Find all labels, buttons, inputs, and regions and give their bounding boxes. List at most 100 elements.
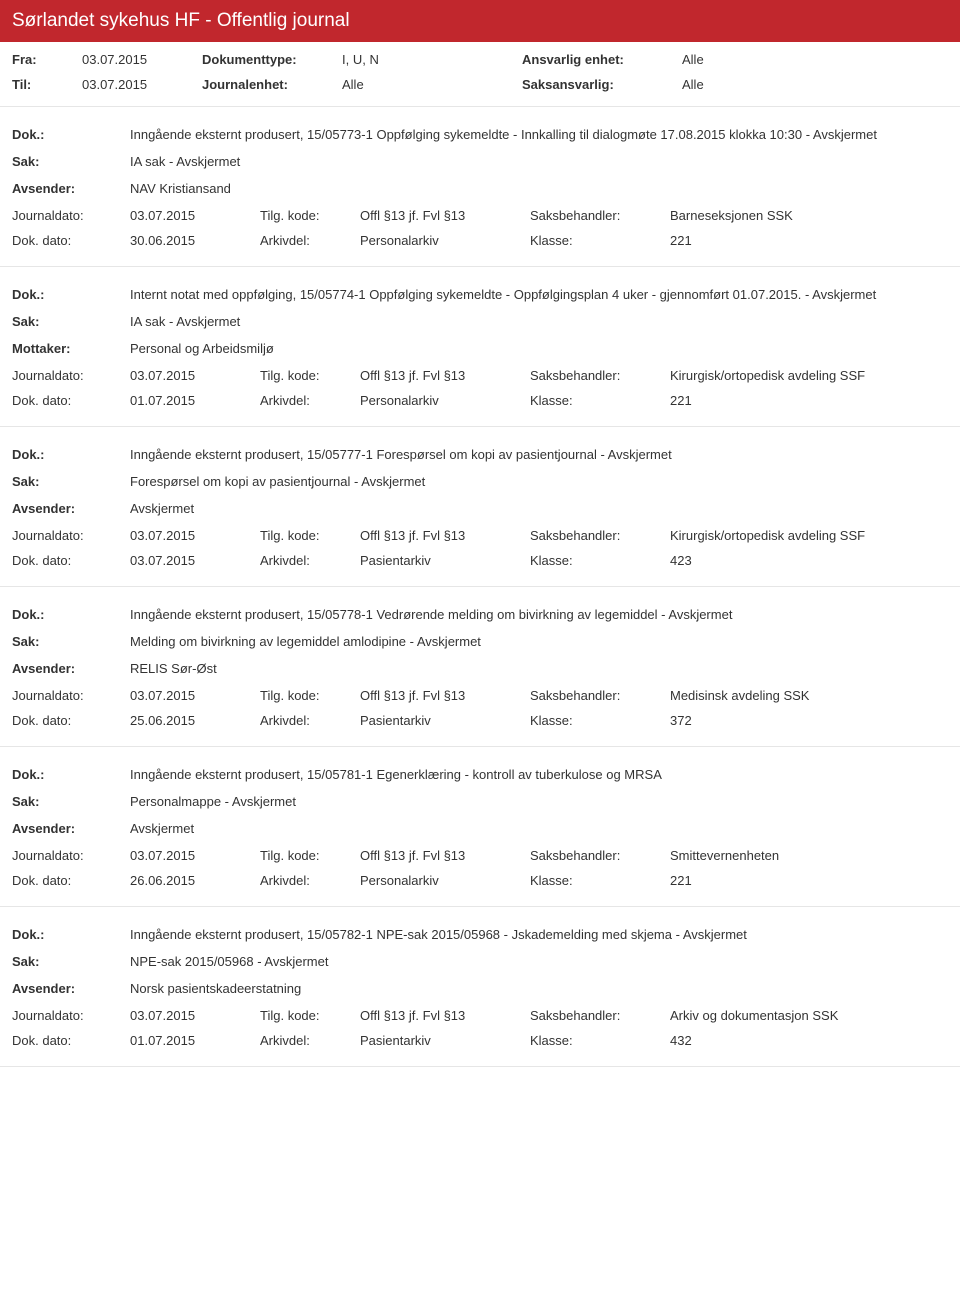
- party-value: Avskjermet: [130, 821, 948, 836]
- party-label: Avsender:: [12, 821, 130, 836]
- dokdato-value: 26.06.2015: [130, 873, 260, 888]
- filter-to-value: 03.07.2015: [82, 77, 202, 92]
- dok-value: Internt notat med oppfølging, 15/05774-1…: [130, 287, 948, 302]
- sak-value: Personalmappe - Avskjermet: [130, 794, 948, 809]
- arkivdel-value: Pasientarkiv: [360, 553, 530, 568]
- tilgkode-label: Tilg. kode:: [260, 1008, 360, 1023]
- arkivdel-value: Pasientarkiv: [360, 713, 530, 728]
- journal-entry: Dok.: Inngående eksternt produsert, 15/0…: [0, 907, 960, 1067]
- arkivdel-label: Arkivdel:: [260, 873, 360, 888]
- party-value: RELIS Sør-Øst: [130, 661, 948, 676]
- saksbeh-label: Saksbehandler:: [530, 208, 670, 223]
- dokdato-value: 03.07.2015: [130, 553, 260, 568]
- journal-entry: Dok.: Inngående eksternt produsert, 15/0…: [0, 747, 960, 907]
- tilgkode-label: Tilg. kode:: [260, 208, 360, 223]
- sak-value: IA sak - Avskjermet: [130, 154, 948, 169]
- klasse-label: Klasse:: [530, 393, 670, 408]
- dok-label: Dok.:: [12, 767, 130, 782]
- dok-label: Dok.:: [12, 287, 130, 302]
- saksbeh-value: Medisinsk avdeling SSK: [670, 688, 948, 703]
- journaldato-label: Journaldato:: [12, 688, 130, 703]
- dokdato-value: 01.07.2015: [130, 1033, 260, 1048]
- journaldato-label: Journaldato:: [12, 1008, 130, 1023]
- arkivdel-label: Arkivdel:: [260, 1033, 360, 1048]
- dok-label: Dok.:: [12, 927, 130, 942]
- dok-label: Dok.:: [12, 447, 130, 462]
- klasse-label: Klasse:: [530, 873, 670, 888]
- arkivdel-value: Personalarkiv: [360, 393, 530, 408]
- arkivdel-value: Pasientarkiv: [360, 1033, 530, 1048]
- journal-entry: Dok.: Inngående eksternt produsert, 15/0…: [0, 427, 960, 587]
- saksbeh-label: Saksbehandler:: [530, 368, 670, 383]
- party-value: Norsk pasientskadeerstatning: [130, 981, 948, 996]
- dokdato-value: 30.06.2015: [130, 233, 260, 248]
- journal-entry: Dok.: Inngående eksternt produsert, 15/0…: [0, 587, 960, 747]
- party-label: Avsender:: [12, 981, 130, 996]
- klasse-label: Klasse:: [530, 553, 670, 568]
- saksbeh-value: Barneseksjonen SSK: [670, 208, 948, 223]
- party-value: NAV Kristiansand: [130, 181, 948, 196]
- sak-label: Sak:: [12, 154, 130, 169]
- dokdato-value: 25.06.2015: [130, 713, 260, 728]
- tilgkode-label: Tilg. kode:: [260, 688, 360, 703]
- dok-label: Dok.:: [12, 607, 130, 622]
- sak-value: Melding om bivirkning av legemiddel amlo…: [130, 634, 948, 649]
- party-label: Mottaker:: [12, 341, 130, 356]
- filter-doctype-label: Dokumenttype:: [202, 52, 342, 67]
- saksbeh-label: Saksbehandler:: [530, 1008, 670, 1023]
- journaldato-value: 03.07.2015: [130, 528, 260, 543]
- party-label: Avsender:: [12, 181, 130, 196]
- dok-value: Inngående eksternt produsert, 15/05781-1…: [130, 767, 948, 782]
- klasse-label: Klasse:: [530, 713, 670, 728]
- filter-row-1: Fra: 03.07.2015 Dokumenttype: I, U, N An…: [0, 42, 960, 67]
- dokdato-label: Dok. dato:: [12, 233, 130, 248]
- filter-unit-value: Alle: [682, 52, 948, 67]
- filter-caseowner-label: Saksansvarlig:: [522, 77, 682, 92]
- dokdato-value: 01.07.2015: [130, 393, 260, 408]
- journaldato-label: Journaldato:: [12, 368, 130, 383]
- dokdato-label: Dok. dato:: [12, 1033, 130, 1048]
- journal-entry: Dok.: Inngående eksternt produsert, 15/0…: [0, 107, 960, 267]
- arkivdel-label: Arkivdel:: [260, 233, 360, 248]
- dokdato-label: Dok. dato:: [12, 713, 130, 728]
- klasse-value: 423: [670, 553, 948, 568]
- sak-label: Sak:: [12, 474, 130, 489]
- sak-label: Sak:: [12, 954, 130, 969]
- klasse-value: 221: [670, 233, 948, 248]
- journaldato-value: 03.07.2015: [130, 688, 260, 703]
- tilgkode-value: Offl §13 jf. Fvl §13: [360, 1008, 530, 1023]
- page-title-bar: Sørlandet sykehus HF - Offentlig journal: [0, 0, 960, 42]
- filter-from-value: 03.07.2015: [82, 52, 202, 67]
- arkivdel-label: Arkivdel:: [260, 553, 360, 568]
- arkivdel-value: Personalarkiv: [360, 233, 530, 248]
- entries-list: Dok.: Inngående eksternt produsert, 15/0…: [0, 107, 960, 1067]
- arkivdel-label: Arkivdel:: [260, 713, 360, 728]
- sak-value: IA sak - Avskjermet: [130, 314, 948, 329]
- saksbeh-label: Saksbehandler:: [530, 528, 670, 543]
- dokdato-label: Dok. dato:: [12, 553, 130, 568]
- saksbeh-value: Kirurgisk/ortopedisk avdeling SSF: [670, 528, 948, 543]
- dok-value: Inngående eksternt produsert, 15/05778-1…: [130, 607, 948, 622]
- tilgkode-value: Offl §13 jf. Fvl §13: [360, 688, 530, 703]
- filter-journalunit-label: Journalenhet:: [202, 77, 342, 92]
- filter-doctype-value: I, U, N: [342, 52, 522, 67]
- journaldato-label: Journaldato:: [12, 528, 130, 543]
- sak-label: Sak:: [12, 634, 130, 649]
- dokdato-label: Dok. dato:: [12, 873, 130, 888]
- filter-row-2: Til: 03.07.2015 Journalenhet: Alle Saksa…: [0, 67, 960, 92]
- page-title: Sørlandet sykehus HF - Offentlig journal: [12, 10, 350, 31]
- klasse-value: 221: [670, 393, 948, 408]
- journaldato-value: 03.07.2015: [130, 208, 260, 223]
- tilgkode-label: Tilg. kode:: [260, 368, 360, 383]
- klasse-label: Klasse:: [530, 233, 670, 248]
- journaldato-label: Journaldato:: [12, 848, 130, 863]
- saksbeh-value: Arkiv og dokumentasjon SSK: [670, 1008, 948, 1023]
- klasse-value: 372: [670, 713, 948, 728]
- filter-to-label: Til:: [12, 77, 82, 92]
- tilgkode-value: Offl §13 jf. Fvl §13: [360, 368, 530, 383]
- dok-value: Inngående eksternt produsert, 15/05773-1…: [130, 127, 948, 142]
- filter-block: Fra: 03.07.2015 Dokumenttype: I, U, N An…: [0, 42, 960, 107]
- arkivdel-label: Arkivdel:: [260, 393, 360, 408]
- sak-label: Sak:: [12, 794, 130, 809]
- saksbeh-label: Saksbehandler:: [530, 848, 670, 863]
